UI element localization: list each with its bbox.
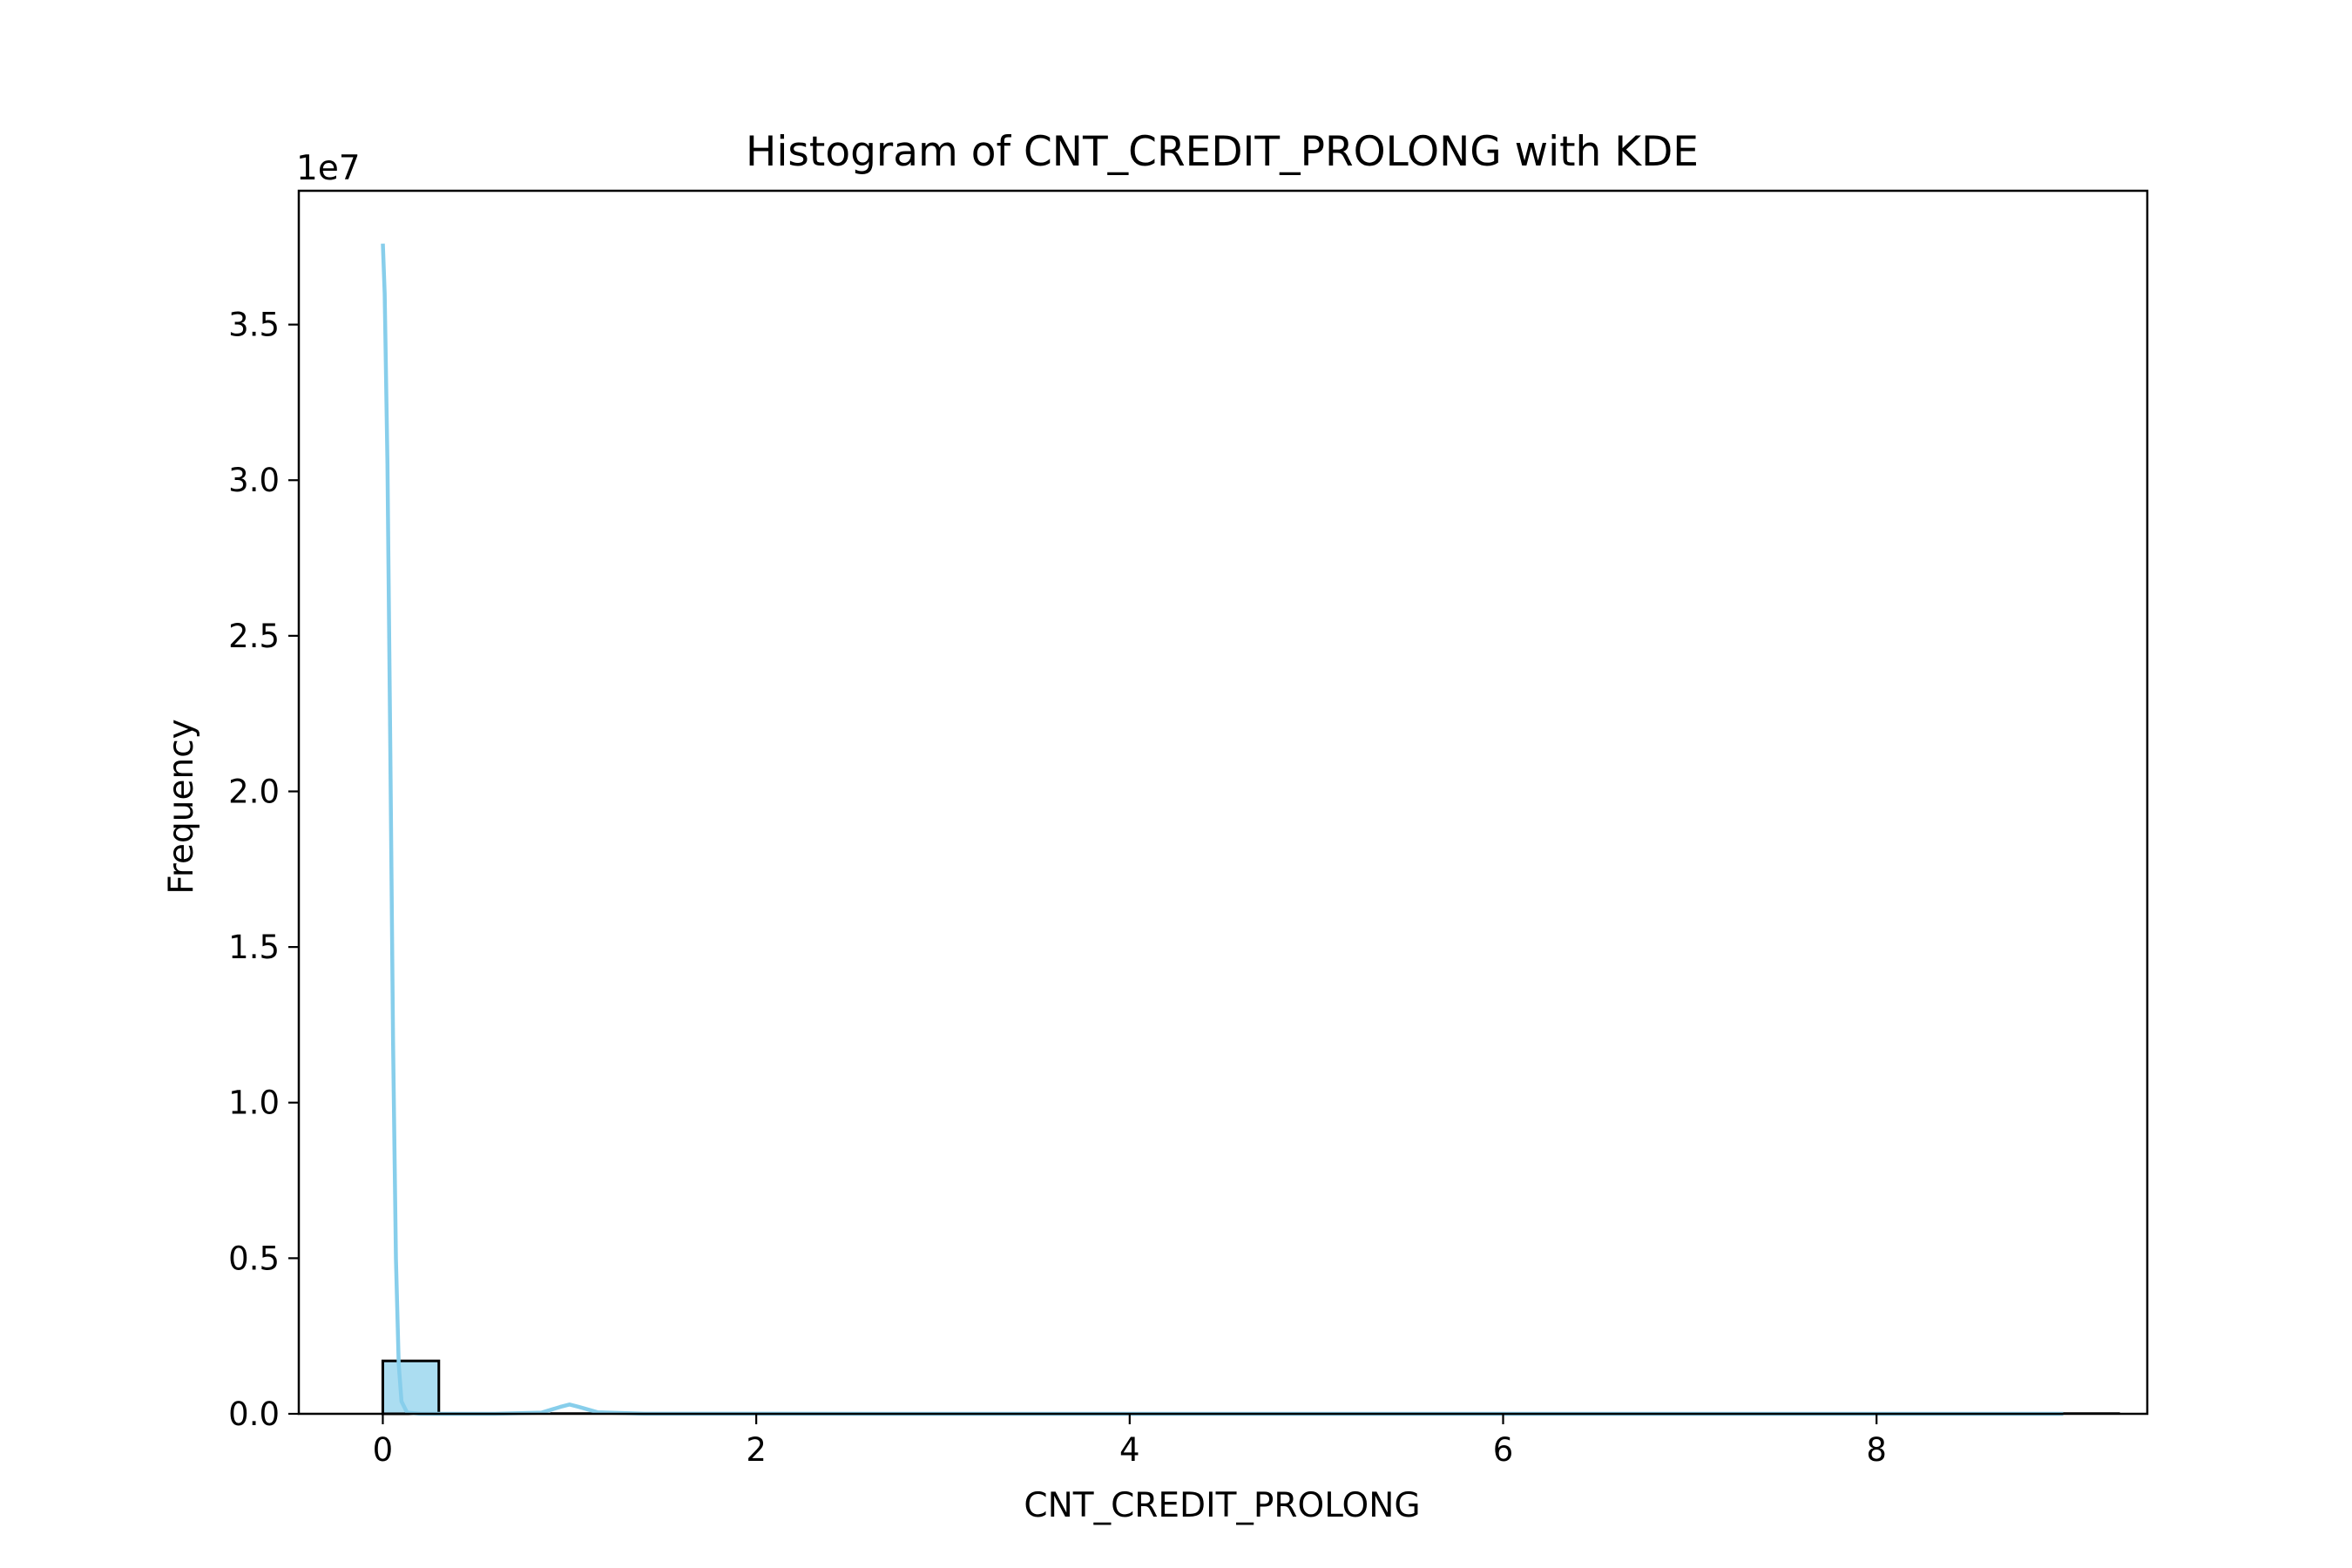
y-tick-label-3: 1.5 [228, 929, 280, 966]
y-tick-label-6: 3.0 [228, 462, 280, 499]
y-tick-label-7: 3.5 [228, 307, 280, 344]
x-axis-label: CNT_CREDIT_PROLONG [1024, 1486, 1420, 1525]
y-tick-label-1: 0.5 [228, 1240, 280, 1277]
y-tick-label-4: 2.0 [228, 773, 280, 810]
x-tick-label-4: 8 [1866, 1431, 1887, 1469]
x-tick-label-2: 4 [1119, 1431, 1140, 1469]
chart-title: Histogram of CNT_CREDIT_PROLONG with KDE [746, 128, 1699, 176]
x-axis-ticks: 0 2 4 6 8 [373, 1414, 1887, 1469]
x-tick-label-0: 0 [373, 1431, 394, 1469]
y-tick-label-0: 0.0 [228, 1396, 280, 1433]
y-tick-label-2: 1.0 [228, 1085, 280, 1122]
axes-frame [297, 189, 2149, 1416]
x-tick-label-3: 6 [1493, 1431, 1514, 1469]
y-axis-ticks: 0.0 0.5 1.0 1.5 2.0 2.5 3.0 3.5 [228, 307, 299, 1433]
histogram-bar-0 [381, 1359, 441, 1416]
x-tick-label-1: 2 [746, 1431, 767, 1469]
y-axis-offset-label: 1e7 [296, 149, 361, 188]
y-tick-label-5: 2.5 [228, 618, 280, 655]
y-axis-label: Frequency [162, 719, 201, 894]
